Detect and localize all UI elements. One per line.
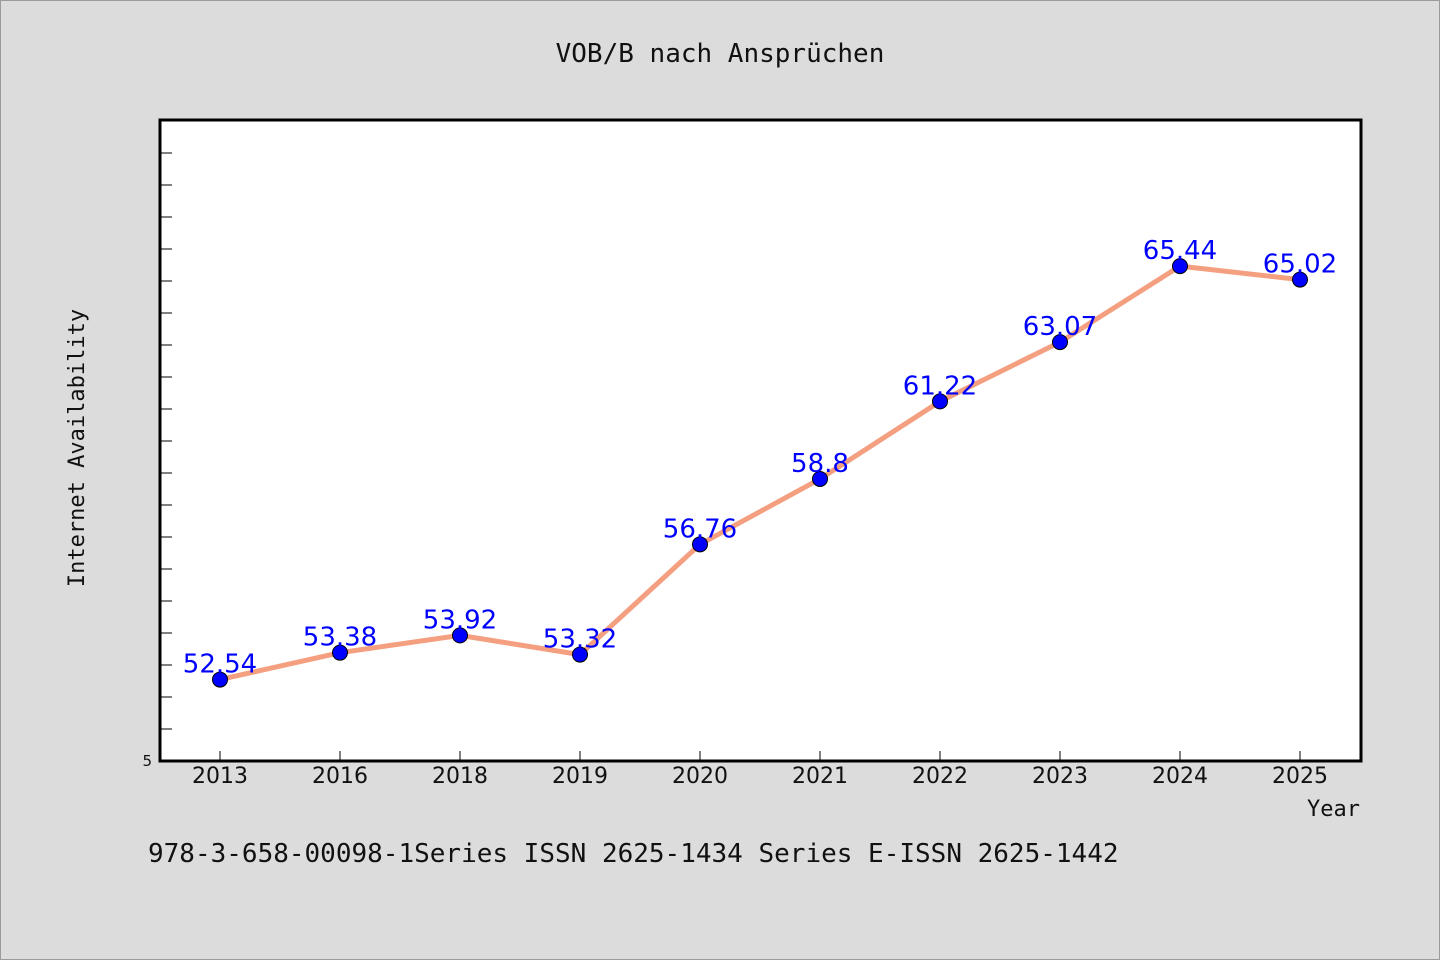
series-line [219,263,1301,683]
data-labels: 52.54 53.38 53.92 53.32 56.76 58.8 61.22 63.07 6… [183,236,1337,679]
x-tick-label: 2024 [1152,764,1208,789]
y-tick-label: 5 [142,752,152,770]
data-label: 58.8 [791,449,849,479]
data-point [1292,271,1308,288]
x-tick-label: 2016 [312,764,368,789]
x-tick-label: 2018 [432,764,488,789]
data-point [452,627,468,644]
x-tick-label: 2023 [1032,764,1088,789]
series-markers [212,258,1308,688]
data-point [812,470,828,487]
data-point [332,644,348,661]
data-point [932,393,948,410]
x-tick-label: 2025 [1272,764,1328,789]
data-label: 56.76 [663,514,737,544]
data-label: 52.54 [183,650,257,680]
y-axis-ticks [160,152,172,730]
x-axis-label: Year [1307,797,1360,822]
x-tick-label: 2020 [672,764,728,789]
x-axis-ticks: 2013 2016 2018 2019 2020 2021 2022 2023 2024 2025 [192,751,1328,789]
plot-area [158,118,1363,763]
y-axis-label: Internet Availability [65,309,90,587]
data-point [572,646,588,663]
data-label: 61.22 [903,371,977,401]
data-label: 63.07 [1023,312,1097,342]
data-point [692,536,708,553]
series-line-group [219,263,1301,683]
data-point [1172,258,1188,275]
chart-title: VOB/B nach Ansprüchen [556,39,885,69]
data-label: 65.02 [1263,250,1337,280]
x-tick-label: 2019 [552,764,608,789]
x-tick-label: 2021 [792,764,848,789]
isbn-caption: 978-3-658-00098-1Series ISSN 2625-1434 S… [148,839,1119,869]
data-point [212,671,228,688]
data-label: 53.38 [303,623,377,653]
x-tick-label: 2022 [912,764,968,789]
data-label: 53.32 [543,625,617,655]
x-tick-label: 2013 [192,764,248,789]
data-point [1052,334,1068,351]
data-label: 65.44 [1143,236,1217,266]
data-label: 53.92 [423,605,497,635]
